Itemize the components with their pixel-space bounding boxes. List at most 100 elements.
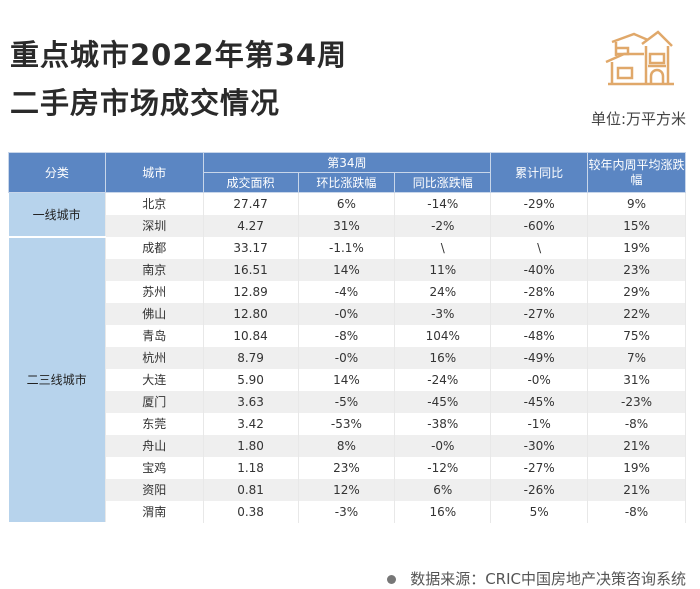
avg-cell: 19%: [587, 456, 686, 479]
city-cell: 深圳: [105, 214, 204, 237]
area-cell: 33.17: [203, 236, 299, 259]
city-cell: 成都: [105, 236, 204, 259]
mom-cell: 14%: [298, 258, 396, 281]
area-cell: 1.18: [203, 456, 299, 479]
source-footer: 数据来源：CRIC中国房地产决策咨询系统: [387, 568, 686, 589]
avg-cell: 21%: [587, 478, 686, 501]
area-cell: 0.81: [203, 478, 299, 501]
area-cell: 5.90: [203, 368, 299, 391]
avg-cell: 21%: [587, 434, 686, 457]
city-cell: 东莞: [105, 412, 204, 435]
mom-cell: 12%: [298, 478, 396, 501]
table-row: 资阳 0.81 12% 6% -26% 21%: [9, 478, 686, 501]
avg-cell: -23%: [587, 390, 686, 413]
yoy-cell: -38%: [394, 412, 492, 435]
area-cell: 3.63: [203, 390, 299, 413]
cumulative-cell: -27%: [490, 302, 589, 325]
cumulative-cell: \: [490, 236, 589, 259]
city-cell: 厦门: [105, 390, 204, 413]
header-week: 第34周: [202, 152, 492, 173]
header-city: 城市: [104, 152, 204, 193]
avg-cell: 31%: [587, 368, 686, 391]
table-row: 舟山 1.80 8% -0% -30% 21%: [9, 434, 686, 457]
city-cell: 渭南: [105, 500, 204, 523]
yoy-cell: -0%: [394, 434, 492, 457]
house-icon: [605, 30, 674, 86]
mom-cell: -0%: [298, 346, 396, 369]
yoy-cell: -2%: [394, 214, 492, 237]
city-cell: 大连: [105, 368, 204, 391]
city-cell: 佛山: [105, 302, 204, 325]
mom-cell: -1.1%: [298, 236, 396, 259]
mom-cell: 23%: [298, 456, 396, 479]
cumulative-cell: -26%: [490, 478, 589, 501]
avg-cell: -8%: [587, 500, 686, 523]
cumulative-cell: -30%: [490, 434, 589, 457]
mom-cell: -53%: [298, 412, 396, 435]
cumulative-cell: -40%: [490, 258, 589, 281]
mom-cell: 6%: [298, 192, 396, 215]
area-cell: 0.38: [203, 500, 299, 523]
cumulative-cell: -45%: [490, 390, 589, 413]
yoy-cell: 6%: [394, 478, 492, 501]
cumulative-cell: -28%: [490, 280, 589, 303]
area-cell: 1.80: [203, 434, 299, 457]
cumulative-cell: -29%: [490, 192, 589, 215]
mom-cell: 14%: [298, 368, 396, 391]
city-cell: 杭州: [105, 346, 204, 369]
table-row: 厦门 3.63 -5% -45% -45% -23%: [9, 390, 686, 413]
mom-cell: -3%: [298, 500, 396, 523]
city-cell: 舟山: [105, 434, 204, 457]
yoy-cell: 16%: [394, 500, 492, 523]
table-row: 一线城市 北京 27.47 6% -14% -29% 9%: [8, 192, 686, 238]
category-cell: 二三线城市: [8, 236, 106, 524]
source-text: 数据来源：CRIC中国房地产决策咨询系统: [410, 570, 686, 588]
avg-cell: 9%: [587, 192, 686, 215]
yoy-cell: 16%: [394, 346, 492, 369]
header-mom: 环比涨跌幅: [297, 172, 396, 193]
table-row: 渭南 0.38 -3% 16% 5% -8%: [9, 500, 686, 523]
avg-cell: -8%: [587, 412, 686, 435]
cumulative-cell: -60%: [490, 214, 589, 237]
table-row: 杭州 8.79 -0% 16% -49% 7%: [9, 346, 686, 369]
table-row: 深圳 4.27 31% -2% -60% 15%: [9, 214, 686, 237]
transaction-table: 分类 城市 第34周 累计同比 较年内周平均涨跌幅 成交面积 环比涨跌幅 同比涨…: [8, 152, 686, 524]
city-cell: 苏州: [105, 280, 204, 303]
title-line-2: 二手房市场成交情况: [10, 86, 281, 120]
mom-cell: -4%: [298, 280, 396, 303]
mom-cell: 8%: [298, 434, 396, 457]
mom-cell: -8%: [298, 324, 396, 347]
yoy-cell: -12%: [394, 456, 492, 479]
mom-cell: -5%: [298, 390, 396, 413]
unit-label: 单位:万平方米: [590, 110, 686, 128]
table-row: 宝鸡 1.18 23% -12% -27% 19%: [9, 456, 686, 479]
city-cell: 南京: [105, 258, 204, 281]
avg-cell: 7%: [587, 346, 686, 369]
header-category: 分类: [8, 152, 106, 193]
cumulative-cell: -49%: [490, 346, 589, 369]
yoy-cell: 104%: [394, 324, 492, 347]
table-row: 苏州 12.89 -4% 24% -28% 29%: [9, 280, 686, 303]
table-row: 青岛 10.84 -8% 104% -48% 75%: [9, 324, 686, 347]
header-area: 成交面积: [202, 172, 299, 193]
yoy-cell: \: [394, 236, 492, 259]
mom-cell: -0%: [298, 302, 396, 325]
area-cell: 12.89: [203, 280, 299, 303]
yoy-cell: -24%: [394, 368, 492, 391]
area-cell: 27.47: [203, 192, 299, 215]
yoy-cell: -45%: [394, 390, 492, 413]
cumulative-cell: 5%: [490, 500, 589, 523]
city-cell: 资阳: [105, 478, 204, 501]
table-row: 大连 5.90 14% -24% -0% 31%: [9, 368, 686, 391]
avg-cell: 19%: [587, 236, 686, 259]
cumulative-cell: -48%: [490, 324, 589, 347]
area-cell: 10.84: [203, 324, 299, 347]
avg-cell: 29%: [587, 280, 686, 303]
table-row: 佛山 12.80 -0% -3% -27% 22%: [9, 302, 686, 325]
area-cell: 16.51: [203, 258, 299, 281]
avg-cell: 75%: [587, 324, 686, 347]
title-line-1: 重点城市2022年第34周: [10, 38, 348, 72]
yoy-cell: -3%: [394, 302, 492, 325]
avg-cell: 23%: [587, 258, 686, 281]
mom-cell: 31%: [298, 214, 396, 237]
